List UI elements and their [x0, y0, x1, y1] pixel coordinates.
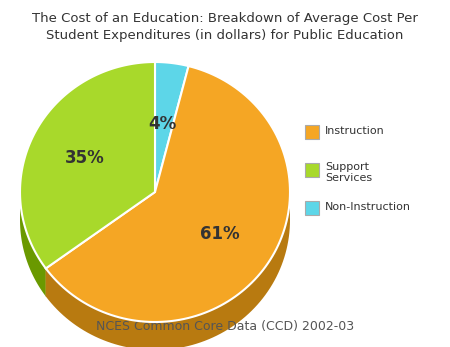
Text: Non-Instruction: Non-Instruction: [325, 202, 411, 212]
Text: NCES Common Core Data (CCD) 2002-03: NCES Common Core Data (CCD) 2002-03: [96, 320, 354, 333]
Polygon shape: [155, 62, 189, 192]
Bar: [305, 201, 319, 215]
Text: Support: Support: [325, 162, 369, 172]
Bar: [305, 125, 319, 139]
Text: 61%: 61%: [200, 226, 239, 243]
Polygon shape: [20, 187, 46, 296]
Text: 35%: 35%: [65, 149, 105, 167]
Text: The Cost of an Education: Breakdown of Average Cost Per
Student Expenditures (in: The Cost of an Education: Breakdown of A…: [32, 12, 418, 42]
Text: Instruction: Instruction: [325, 126, 385, 136]
Text: 4%: 4%: [148, 115, 177, 133]
Polygon shape: [20, 62, 155, 269]
Polygon shape: [46, 66, 290, 322]
Polygon shape: [46, 192, 155, 296]
Polygon shape: [46, 188, 290, 347]
Text: Services: Services: [325, 173, 372, 183]
Polygon shape: [46, 192, 155, 296]
Bar: [305, 163, 319, 177]
